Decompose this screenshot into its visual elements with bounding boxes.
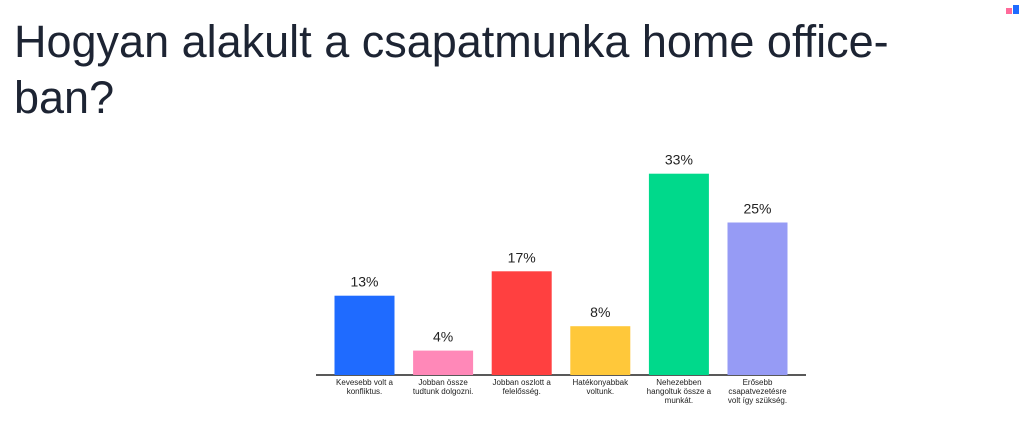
x-tick-label-box: Erősebb csapatvezetésre volt így szükség… [727,378,788,405]
x-tick-label: Jobban össze tudtunk dolgozni. [412,378,474,396]
bar [648,173,709,375]
x-tick-label-box: Hatékonyabbak voltunk. [572,378,629,396]
bar [413,350,474,375]
bar [727,222,788,375]
logo [1013,5,1019,14]
value-label: 8% [590,304,610,320]
logo [1006,8,1012,14]
x-tick-label: Erősebb csapatvezetésre volt így szükség… [727,378,788,405]
value-label: 25% [743,201,771,217]
bar [570,326,631,375]
x-tick-label: Kevesebb volt a konfliktus. [336,378,393,396]
value-label: 4% [433,329,453,345]
x-tick-label: Hatékonyabbak voltunk. [572,378,629,396]
x-tick-label-box: Jobban oszlott a felelősség. [492,378,551,396]
bar [491,271,552,375]
value-label: 13% [350,274,378,290]
x-tick-label: Nehezebben hangoltuk össze a munkát. [646,378,712,405]
chart-title: Hogyan alakult a csapatmunka home office… [14,16,889,123]
x-tick-label-box: Nehezebben hangoltuk össze a munkát. [646,378,712,405]
x-tick-label-box: Kevesebb volt a konfliktus. [336,378,393,396]
x-tick-label-box: Jobban össze tudtunk dolgozni. [412,378,474,396]
value-label: 17% [508,249,536,265]
bar [334,295,395,375]
x-tick-label: Jobban oszlott a felelősség. [492,378,551,396]
value-label: 33% [665,152,693,168]
